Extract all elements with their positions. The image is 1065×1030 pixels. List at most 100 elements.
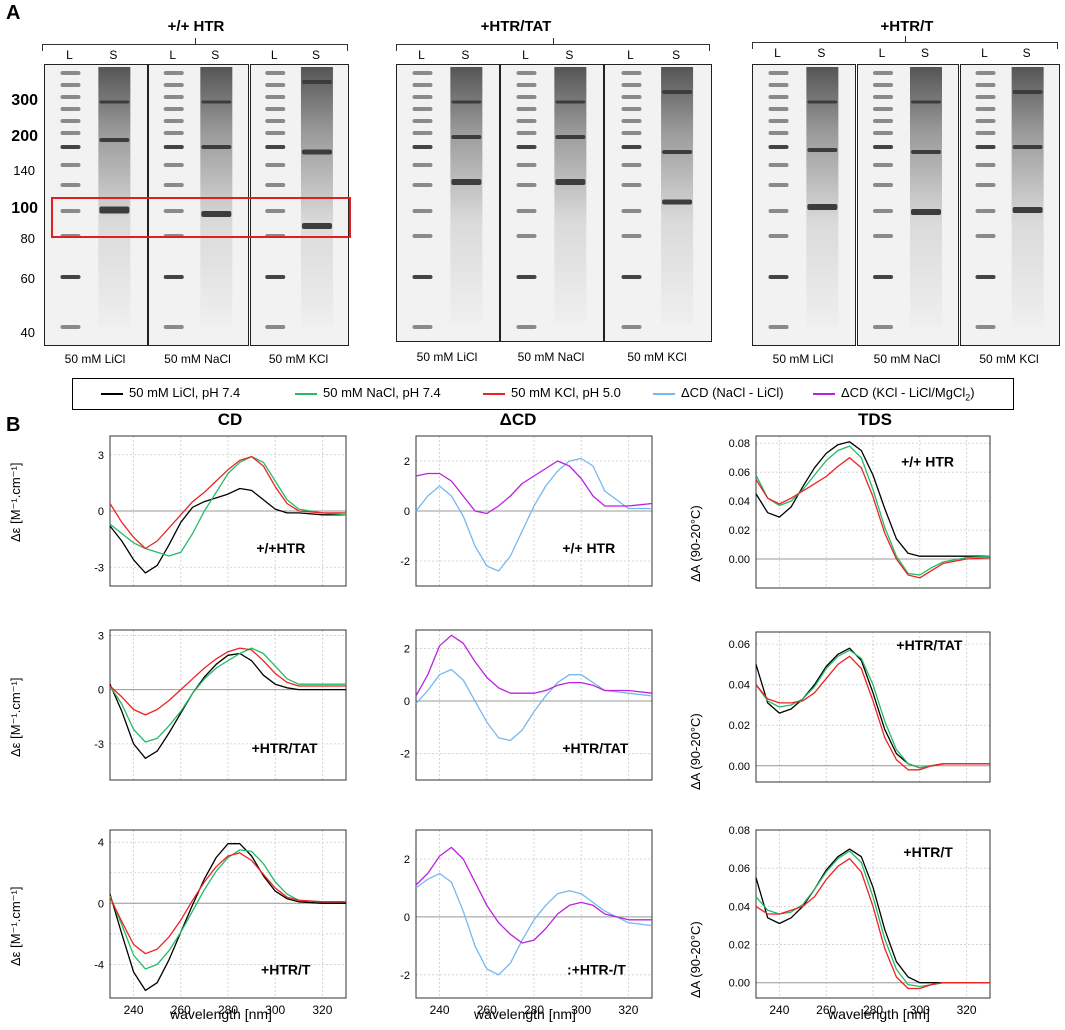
y-tick-label: 0.00 bbox=[729, 978, 750, 990]
x-tick-label: 280 bbox=[218, 1003, 238, 1017]
group-title-htr-t: +HTR/T bbox=[880, 18, 934, 35]
lane-label-sample: S bbox=[920, 46, 929, 60]
legend-swatch-licl bbox=[101, 393, 123, 395]
y-tick-label: 0 bbox=[404, 696, 410, 708]
bracket-htr bbox=[42, 38, 348, 51]
salt-label: 50 mM LiCl bbox=[64, 352, 126, 366]
y-tick-label: 0.02 bbox=[729, 525, 750, 537]
chart-svg: -3 0 3 +/+HTR bbox=[94, 435, 347, 587]
chart-cd-2: -3 0 3 +HTR/TAT bbox=[94, 629, 347, 785]
lane-label-ladder: L bbox=[774, 46, 781, 60]
y-tick-label: 4 bbox=[98, 837, 104, 849]
chart-svg: -3 0 3 +HTR/TAT bbox=[94, 629, 347, 781]
chart-title: +/+ HTR bbox=[901, 453, 954, 469]
gel-lane-frame bbox=[396, 64, 500, 342]
y-tick-label: 3 bbox=[98, 630, 104, 642]
lane-label-sample: S bbox=[109, 48, 118, 62]
lane-label-ladder: L bbox=[169, 48, 177, 62]
y-tick-label: -4 bbox=[94, 959, 104, 971]
y-tick-label: 0.00 bbox=[729, 554, 750, 566]
chart-dcd-2: -2 0 2 +HTR/TAT bbox=[400, 629, 653, 785]
panel-b-letter: B bbox=[6, 414, 21, 436]
ylabel-tds-row2: ΔA (90-20°C) bbox=[688, 713, 703, 790]
x-tick-label: 280 bbox=[863, 1003, 883, 1017]
column-title-tds: TDS bbox=[858, 410, 892, 429]
marker-label: 200 bbox=[11, 128, 38, 145]
ylabel-cd-row3: Δε [M⁻¹.cm⁻¹] bbox=[8, 886, 23, 966]
lane-label-ladder: L bbox=[878, 46, 886, 60]
series-line bbox=[755, 857, 990, 990]
x-tick-label: 240 bbox=[769, 1003, 789, 1017]
lane-label-sample: S bbox=[565, 48, 574, 62]
gel-lane-frame bbox=[500, 64, 604, 342]
x-tick-label: 320 bbox=[312, 1003, 332, 1017]
series-line bbox=[415, 460, 653, 515]
salt-label: 50 mM KCl bbox=[268, 352, 329, 366]
y-tick-label: 3 bbox=[98, 450, 104, 462]
series-line bbox=[109, 843, 346, 992]
chart-title: +HTR/TAT bbox=[252, 740, 318, 756]
xlabel-cd: wavelength [nm] bbox=[170, 1006, 272, 1022]
chart-title: +HTR/TAT bbox=[562, 740, 628, 756]
plot-frame bbox=[109, 829, 347, 999]
legend-label-dcd-kcl: ΔCD (KCl - LiCl/MgCl2) bbox=[841, 385, 975, 403]
series-line bbox=[415, 872, 653, 976]
x-tick-label: 260 bbox=[816, 1003, 836, 1017]
chart-tds-3: 0.00 0.02 0.04 0.06 0.08 240 260 280 300 320 +HTR/… bbox=[729, 825, 991, 1017]
panel-a-letter: A bbox=[6, 2, 21, 24]
series-line bbox=[415, 634, 653, 697]
salt-label: 50 mM NaCl bbox=[873, 352, 941, 366]
salt-label: 50 mM LiCl bbox=[416, 350, 478, 364]
plot-frame bbox=[415, 829, 653, 999]
x-tick-label: 240 bbox=[124, 1003, 144, 1017]
marker-label: 60 bbox=[20, 271, 35, 286]
chart-dcd-1: -2 0 2 +/+ HTR bbox=[400, 435, 653, 591]
chart-title: :+HTR-/T bbox=[567, 961, 626, 977]
group-title-htr-tat: +HTR/TAT bbox=[480, 18, 552, 35]
chart-title: +HTR/TAT bbox=[896, 637, 962, 653]
x-tick-label: 300 bbox=[910, 1003, 930, 1017]
y-tick-label: 0.02 bbox=[729, 940, 750, 952]
lane-label-sample: S bbox=[211, 48, 220, 62]
legend-label-dcd-kcl-tail: ) bbox=[970, 385, 975, 400]
y-tick-label: 0.04 bbox=[729, 680, 750, 692]
chart-title: +/+HTR bbox=[256, 540, 305, 556]
series-line bbox=[415, 457, 652, 572]
y-tick-label: 0.02 bbox=[729, 720, 750, 732]
marker-label: 80 bbox=[20, 231, 35, 246]
y-tick-label: -3 bbox=[94, 739, 104, 751]
y-tick-label: 0.06 bbox=[729, 467, 750, 479]
y-tick-label: 0.06 bbox=[729, 863, 750, 875]
salt-label: 50 mM NaCl bbox=[517, 350, 585, 364]
x-tick-label: 300 bbox=[571, 1003, 591, 1017]
y-tick-label: 0.04 bbox=[729, 496, 750, 508]
series-line bbox=[109, 852, 346, 955]
y-tick-label: 0 bbox=[404, 506, 410, 518]
series-line bbox=[109, 647, 346, 716]
lane-label-sample: S bbox=[1022, 46, 1031, 60]
marker-label: 140 bbox=[13, 163, 35, 178]
gel-lane-frame bbox=[857, 64, 959, 346]
xlabel-dcd: wavelength [nm] bbox=[474, 1006, 576, 1022]
x-tick-label: 280 bbox=[524, 1003, 544, 1017]
plot-frame bbox=[415, 629, 653, 781]
x-tick-label: 260 bbox=[171, 1003, 191, 1017]
gel-lane-frame bbox=[752, 64, 856, 346]
series-line bbox=[755, 441, 990, 557]
legend-label-dcd-kcl-sub: 2 bbox=[965, 392, 971, 403]
lane-label-sample: S bbox=[817, 46, 826, 60]
lane-label-ladder: L bbox=[66, 48, 73, 62]
plot-frame bbox=[755, 829, 991, 999]
salt-label: 50 mM LiCl bbox=[772, 352, 834, 366]
lane-label-sample: S bbox=[311, 48, 320, 62]
group-title-htr: +/+ HTR bbox=[167, 18, 225, 35]
series-line bbox=[109, 849, 346, 970]
y-tick-label: 0 bbox=[98, 506, 104, 518]
series-line bbox=[755, 445, 991, 576]
lane-label-sample: S bbox=[672, 48, 681, 62]
bracket-htr-tat bbox=[396, 38, 710, 51]
plot-frame bbox=[755, 631, 991, 783]
lane-label-ladder: L bbox=[418, 48, 425, 62]
chart-title: +HTR/T bbox=[903, 844, 953, 860]
series-line bbox=[109, 455, 346, 550]
